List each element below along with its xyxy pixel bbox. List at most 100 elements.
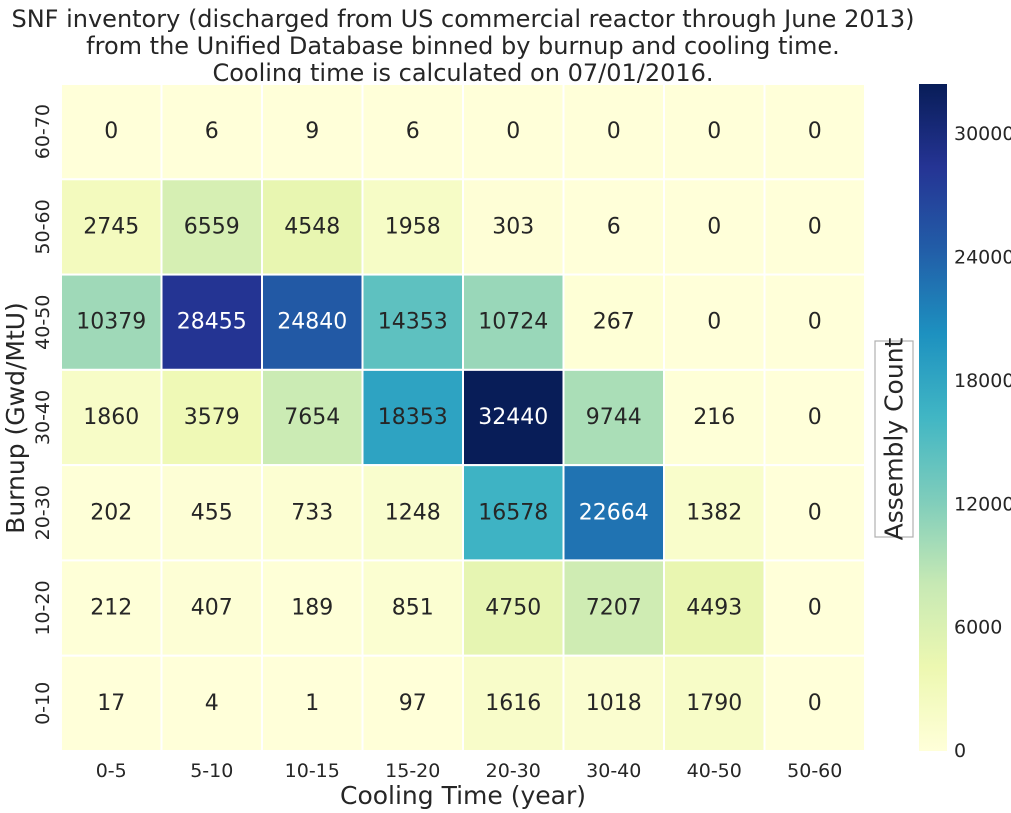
colorbar-label-box: Assembly Count [874, 337, 914, 540]
heatmap-cell [663, 368, 766, 467]
cell-value-label: 22664 [579, 500, 649, 525]
heatmap-cell [462, 273, 565, 371]
heatmap-cell [261, 368, 364, 467]
cell-value-label: 1616 [485, 691, 541, 716]
cell-value-label: 14353 [378, 310, 448, 335]
colorbar-label-frame [874, 340, 914, 538]
y-tick-label: 50-60 [32, 199, 54, 254]
heatmap-cell [763, 654, 866, 753]
cell-value-label: 2745 [83, 214, 139, 239]
cell-value-label: 0 [808, 405, 822, 430]
x-tick-label: 50-60 [787, 760, 842, 782]
heatmap-cell [663, 273, 766, 371]
colorbar-ticks: 0 6000 12000 18000 24000 30000 [954, 123, 1011, 762]
cell-value-label: 24840 [277, 310, 347, 335]
title-line-1: SNF inventory (discharged from US commer… [11, 5, 914, 33]
heatmap-cell [361, 178, 464, 276]
cell-value-label: 0 [808, 596, 822, 621]
heatmap-cell [60, 654, 163, 753]
cell-value-label: 9 [305, 119, 319, 144]
heatmap-cell [361, 368, 464, 467]
x-tick-label: 0-5 [96, 760, 127, 782]
cell-value-label: 1248 [385, 500, 441, 525]
cell-value-label: 0 [707, 119, 721, 144]
colorbar-tick-label: 0 [954, 740, 966, 762]
heatmap-cell [160, 178, 263, 276]
heatmap-cells: 0 6 9 6 0 0 0 0 2745 6559 4548 1958 303 6 0 0 10379 28455… [60, 83, 866, 753]
cell-value-label: 0 [808, 310, 822, 335]
heatmap-cell [562, 83, 665, 181]
cell-value-label: 7654 [284, 405, 340, 430]
y-tick-label: 0-10 [32, 682, 54, 725]
x-axis-label: Cooling Time (year) [340, 781, 586, 810]
cell-value-label: 0 [808, 500, 822, 525]
x-tick-label: 20-30 [486, 760, 541, 782]
title-line-2: from the Unified Database binned by burn… [86, 32, 840, 60]
x-tick-label: 10-15 [285, 760, 340, 782]
cell-value-label: 0 [104, 119, 118, 144]
cell-value-label: 1 [305, 691, 319, 716]
cell-value-label: 851 [392, 596, 434, 621]
cell-value-label: 0 [506, 119, 520, 144]
heatmap-cell [763, 178, 866, 276]
cell-value-label: 1790 [686, 691, 742, 716]
cell-value-label: 0 [707, 310, 721, 335]
cell-value-label: 4 [205, 691, 219, 716]
cell-value-label: 6 [406, 119, 420, 144]
x-tick-label: 30-40 [586, 760, 641, 782]
cell-value-label: 267 [593, 310, 635, 335]
colorbar-tick-label: 12000 [954, 493, 1011, 515]
chart-title: SNF inventory (discharged from US commer… [11, 5, 914, 87]
cell-value-label: 4548 [284, 214, 340, 239]
cell-value-label: 212 [90, 596, 132, 621]
x-axis-ticks: 0-5 5-10 10-15 15-20 20-30 30-40 40-50 50-60 [96, 760, 843, 782]
cell-value-label: 3579 [184, 405, 240, 430]
cell-value-label: 189 [291, 596, 333, 621]
heatmap-cell [562, 559, 665, 657]
cell-value-label: 0 [808, 119, 822, 144]
cell-value-label: 216 [693, 405, 735, 430]
heatmap-cell [462, 654, 565, 753]
y-tick-label: 40-50 [32, 295, 54, 350]
y-tick-label: 60-70 [32, 104, 54, 159]
heatmap-cell [361, 464, 464, 562]
y-axis-ticks: 60-70 50-60 40-50 30-40 20-30 10-20 0-10 [32, 104, 54, 725]
heatmap-cell [562, 178, 665, 276]
cell-value-label: 10724 [478, 310, 548, 335]
cell-value-label: 6 [607, 214, 621, 239]
x-tick-label: 15-20 [385, 760, 440, 782]
cell-value-label: 16578 [478, 500, 548, 525]
colorbar-tick-label: 24000 [954, 247, 1011, 269]
heatmap-cell [663, 559, 766, 657]
cell-value-label: 9744 [586, 405, 642, 430]
heatmap-cell [160, 559, 263, 657]
cell-value-label: 455 [191, 500, 233, 525]
cell-value-label: 1018 [586, 691, 642, 716]
cell-value-label: 4493 [686, 596, 742, 621]
heatmap-cell [60, 83, 163, 181]
cell-value-label: 1958 [385, 214, 441, 239]
heatmap-cell [462, 368, 565, 467]
heatmap-cell [562, 654, 665, 753]
heatmap-cell [763, 464, 866, 562]
heatmap-cell [663, 464, 766, 562]
heatmap-cell [361, 273, 464, 371]
cell-value-label: 0 [808, 691, 822, 716]
title-line-3: Cooling time is calculated on 07/01/2016… [212, 59, 713, 87]
cell-value-label: 303 [492, 214, 534, 239]
colorbar-tick-label: 6000 [954, 617, 1002, 639]
cell-value-label: 1382 [686, 500, 742, 525]
y-tick-label: 10-20 [32, 580, 54, 635]
heatmap-cell [261, 273, 364, 371]
heatmap-cell [261, 559, 364, 657]
colorbar-tick-label: 18000 [954, 370, 1011, 392]
cell-value-label: 32440 [478, 405, 548, 430]
cell-value-label: 97 [399, 691, 427, 716]
cell-value-label: 1860 [83, 405, 139, 430]
cell-value-label: 202 [90, 500, 132, 525]
y-axis-label: Burnup (Gwd/MtU) [1, 302, 30, 534]
x-tick-label: 5-10 [190, 760, 233, 782]
cell-value-label: 28455 [177, 310, 247, 335]
cell-value-label: 733 [291, 500, 333, 525]
